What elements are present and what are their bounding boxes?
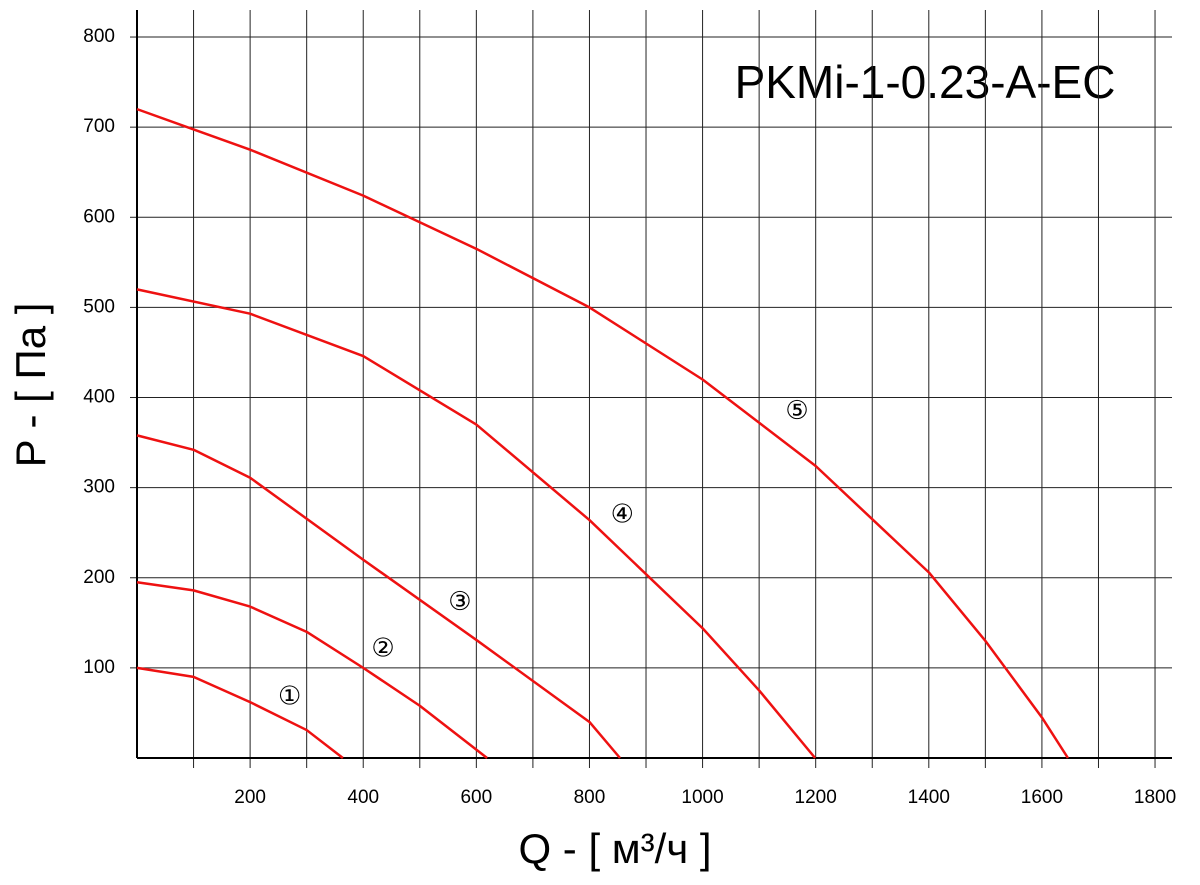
curve xyxy=(136,288,817,759)
curve-label: ① xyxy=(278,680,301,710)
x-tick-label: 1200 xyxy=(795,787,837,808)
y-tick-label: 200 xyxy=(83,567,115,588)
y-tick-label: 600 xyxy=(83,206,115,227)
y-axis-title: P - [ Па ] xyxy=(7,303,54,468)
curve xyxy=(136,581,488,759)
y-tick-label: 800 xyxy=(83,26,115,47)
x-tick-label: 1400 xyxy=(908,787,950,808)
x-tick-label: 200 xyxy=(234,787,266,808)
curve-label: ③ xyxy=(448,586,471,616)
y-tick-label: 100 xyxy=(83,657,115,678)
x-tick-label: 1000 xyxy=(681,787,723,808)
chart-title: PKMi-1-0.23-A-EC xyxy=(735,56,1116,108)
curve-label: ④ xyxy=(611,498,634,528)
x-tick-label: 800 xyxy=(574,787,606,808)
y-tick-label: 400 xyxy=(83,387,115,408)
x-tick-label: 1800 xyxy=(1134,787,1176,808)
x-axis-title: Q - [ м³/ч ] xyxy=(518,825,711,872)
y-tick-label: 700 xyxy=(83,116,115,137)
curve xyxy=(136,666,344,759)
curve xyxy=(136,107,1069,759)
curve-label: ⑤ xyxy=(785,395,808,425)
y-tick-label: 500 xyxy=(83,296,115,317)
y-tick-label: 300 xyxy=(83,477,115,498)
x-tick-label: 600 xyxy=(460,787,492,808)
x-tick-label: 400 xyxy=(347,787,379,808)
curve xyxy=(136,434,621,759)
x-tick-label: 1600 xyxy=(1021,787,1063,808)
curve-label: ② xyxy=(371,633,394,663)
